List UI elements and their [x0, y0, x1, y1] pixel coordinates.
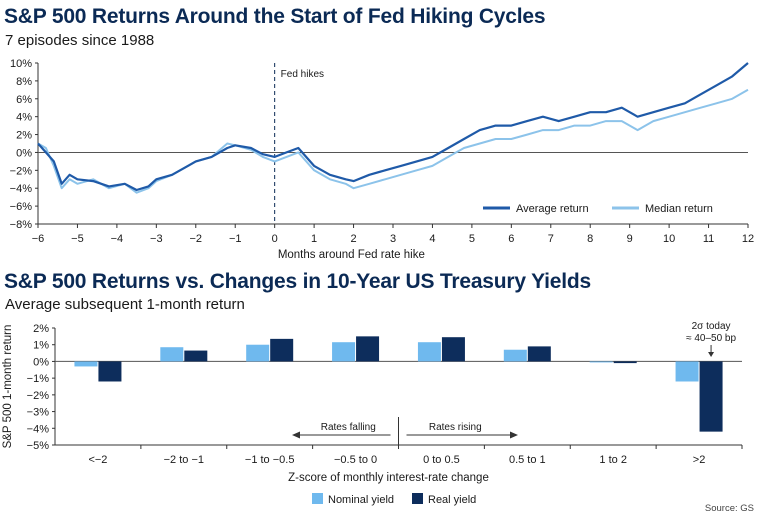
x-tick-label: −2 to −1 — [164, 454, 204, 466]
nominal-yield-bar — [246, 344, 270, 362]
y-tick-label: −1% — [27, 373, 50, 385]
y-tick-label: −2% — [10, 165, 33, 177]
y-tick-label: 2% — [33, 323, 49, 335]
real-yield-bar — [98, 361, 122, 382]
y-tick-label: 0% — [16, 147, 32, 159]
x-tick-label: 0.5 to 1 — [509, 454, 546, 466]
x-tick-label: 1 to 2 — [599, 454, 627, 466]
rates-rising-arrowhead — [510, 431, 518, 439]
legend-real-swatch — [412, 493, 423, 504]
legend-nominal-label: Nominal yield — [328, 494, 394, 506]
x-tick-label: <−2 — [88, 454, 107, 466]
x-tick-label: −1 to −0.5 — [245, 454, 295, 466]
nominal-yield-bar — [503, 349, 527, 362]
x-tick-label: −2 — [190, 233, 203, 245]
rates-falling-label: Rates falling — [321, 422, 376, 433]
x-tick-label: 1 — [311, 233, 317, 245]
x-tick-label: −3 — [150, 233, 163, 245]
chart2-subtitle: Average subsequent 1-month return — [5, 296, 245, 313]
y-tick-label: 1% — [33, 340, 49, 352]
x-tick-label: 8 — [587, 233, 593, 245]
nominal-yield-bar — [675, 361, 699, 382]
y-tick-label: −8% — [10, 219, 33, 231]
nominal-yield-bar — [589, 361, 613, 363]
y-tick-label: −2% — [27, 390, 50, 402]
x-axis-label: Months around Fed rate hike — [278, 249, 425, 261]
x-tick-label: >2 — [693, 454, 706, 466]
y-tick-label: 0% — [33, 356, 49, 368]
rates-rising-label: Rates rising — [429, 422, 482, 433]
nominal-yield-bar — [332, 342, 356, 362]
x-tick-label: 5 — [469, 233, 475, 245]
real-yield-bar — [613, 361, 637, 364]
x-tick-label: 6 — [508, 233, 514, 245]
rates-falling-arrowhead — [292, 431, 300, 439]
today-annotation-line2: ≈ 40–50 bp — [686, 333, 736, 344]
y-tick-label: 2% — [16, 130, 32, 142]
y-axis-label: S&P 500 1-month return — [2, 325, 14, 449]
x-tick-label: 2 — [350, 233, 356, 245]
chart1-title: S&P 500 Returns Around the Start of Fed … — [4, 5, 546, 28]
legend-nominal-swatch — [312, 493, 323, 504]
fed-hikes-annotation: Fed hikes — [281, 69, 324, 80]
x-tick-label: −0.5 to 0 — [334, 454, 377, 466]
today-annotation-line1: 2σ today — [692, 321, 731, 332]
y-tick-label: −3% — [27, 407, 50, 419]
y-tick-label: 8% — [16, 76, 32, 88]
y-tick-label: −5% — [27, 440, 50, 452]
nominal-yield-bar — [417, 342, 441, 362]
real-yield-bar — [270, 338, 294, 362]
real-yield-bar — [527, 346, 551, 362]
today-annotation-arrowhead — [708, 352, 715, 357]
legend-median-label: Median return — [645, 203, 713, 215]
chart1-subtitle: 7 episodes since 1988 — [5, 32, 155, 49]
x-tick-label: −5 — [71, 233, 84, 245]
y-tick-label: 6% — [16, 94, 32, 106]
y-tick-label: 4% — [16, 112, 32, 124]
nominal-yield-bar — [160, 347, 184, 362]
real-yield-bar — [699, 361, 723, 432]
y-tick-label: −4% — [27, 423, 50, 435]
x-tick-label: 12 — [742, 233, 754, 245]
x-tick-label: 0 — [272, 233, 278, 245]
nominal-yield-bar — [74, 361, 98, 367]
chart2-title: S&P 500 Returns vs. Changes in 10-Year U… — [4, 270, 591, 293]
bar-chart: −5% −4% −3% −2% −1% 0% 1% 2% S&P 500 1-month ret… — [2, 321, 743, 506]
real-yield-bar — [356, 336, 380, 362]
source-note: Source: GS — [704, 503, 754, 514]
legend-average-label: Average return — [516, 203, 589, 215]
x-axis-label: Z-score of monthly interest-rate change — [288, 472, 489, 484]
real-yield-bar — [184, 350, 208, 362]
x-tick-label: 4 — [429, 233, 435, 245]
y-tick-label: 10% — [10, 58, 32, 70]
x-tick-label: 3 — [390, 233, 396, 245]
x-tick-label: −6 — [32, 233, 45, 245]
average-return-line — [37, 62, 749, 192]
x-tick-label: −1 — [229, 233, 242, 245]
y-tick-label: −6% — [10, 201, 33, 213]
y-tick-label: −4% — [10, 183, 33, 195]
real-yield-bar — [441, 337, 465, 362]
x-tick-label: 0 to 0.5 — [423, 454, 460, 466]
legend-real-label: Real yield — [428, 494, 476, 506]
x-tick-label: 10 — [663, 233, 675, 245]
x-tick-label: 9 — [627, 233, 633, 245]
x-tick-label: 7 — [548, 233, 554, 245]
median-return-line — [37, 88, 749, 194]
line-chart: −8%−6%−4%−2%0%2%4%6%8%10%−6 −5 −4 −3 −2 −1 0 1 2… — [10, 58, 754, 261]
x-tick-label: −4 — [111, 233, 124, 245]
x-tick-label: 11 — [703, 233, 714, 245]
